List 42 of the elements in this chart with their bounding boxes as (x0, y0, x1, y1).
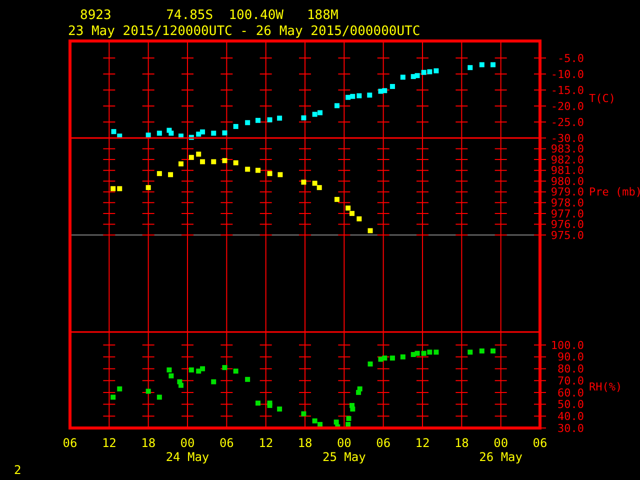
x-tick-label: 18 (454, 436, 469, 450)
y-tick-label: 90.0 (558, 350, 584, 364)
x-tick-label: 06 (219, 436, 234, 450)
y-tick-label: 976.0 (550, 218, 584, 232)
y-tick-label: 50.0 (558, 398, 584, 412)
y-tick-label: 975.0 (550, 228, 584, 242)
y-tick-label: 100.0 (550, 338, 584, 352)
x-tick-label: 06 (532, 436, 548, 450)
x-tick-label: 12 (415, 436, 430, 450)
text: 2 (14, 463, 22, 477)
y-axis-title: T(C) (589, 92, 616, 105)
x-tick-label: 00 24 May (166, 436, 210, 464)
y-tick-label: 70.0 (558, 374, 584, 388)
y-tick-label: -30.0 (550, 132, 584, 145)
y-tick-label: 981.0 (550, 164, 584, 178)
y-axis-title: RH(%) (589, 380, 622, 394)
x-tick-label: 12 (258, 436, 274, 450)
y-tick-label: -25.0 (550, 116, 584, 129)
y-tick-label: 977.0 (550, 207, 584, 220)
y-tick-label: -5.0 (558, 52, 584, 65)
y-tick-label: 979.0 (550, 186, 584, 199)
y-tick-label: 983.0 (550, 142, 584, 156)
chart-title: 8923 74.85S 100.40W 188M (80, 8, 338, 23)
x-tick-label: 06 (376, 436, 391, 450)
y-tick-label: -15.0 (550, 84, 584, 97)
y-tick-label: 30.0 (558, 422, 584, 435)
y-tick-label: 80.0 (558, 362, 584, 376)
y-tick-label: 60.0 (558, 386, 584, 400)
y-tick-label: 982.0 (550, 153, 584, 166)
y-tick-label: -10.0 (550, 68, 584, 81)
x-tick-label: 18 (298, 436, 312, 450)
x-tick-label: 18 (141, 436, 156, 450)
y-tick-label: -20.0 (550, 100, 584, 113)
x-tick-label: 12 (102, 436, 116, 450)
y-tick-label: 980.0 (550, 174, 584, 188)
x-tick-label: 06 (62, 436, 78, 450)
y-axis-title: Pre (mb) (589, 186, 640, 199)
y-tick-label: 978.0 (550, 196, 584, 210)
chart-subtitle: 23 May 2015/120000UTC - 26 May 2015/000000UTC (68, 24, 420, 39)
x-tick-label: 00 25 May (322, 436, 366, 464)
x-tick-label: 00 26 May (479, 436, 523, 464)
y-tick-label: 40.0 (558, 410, 584, 423)
